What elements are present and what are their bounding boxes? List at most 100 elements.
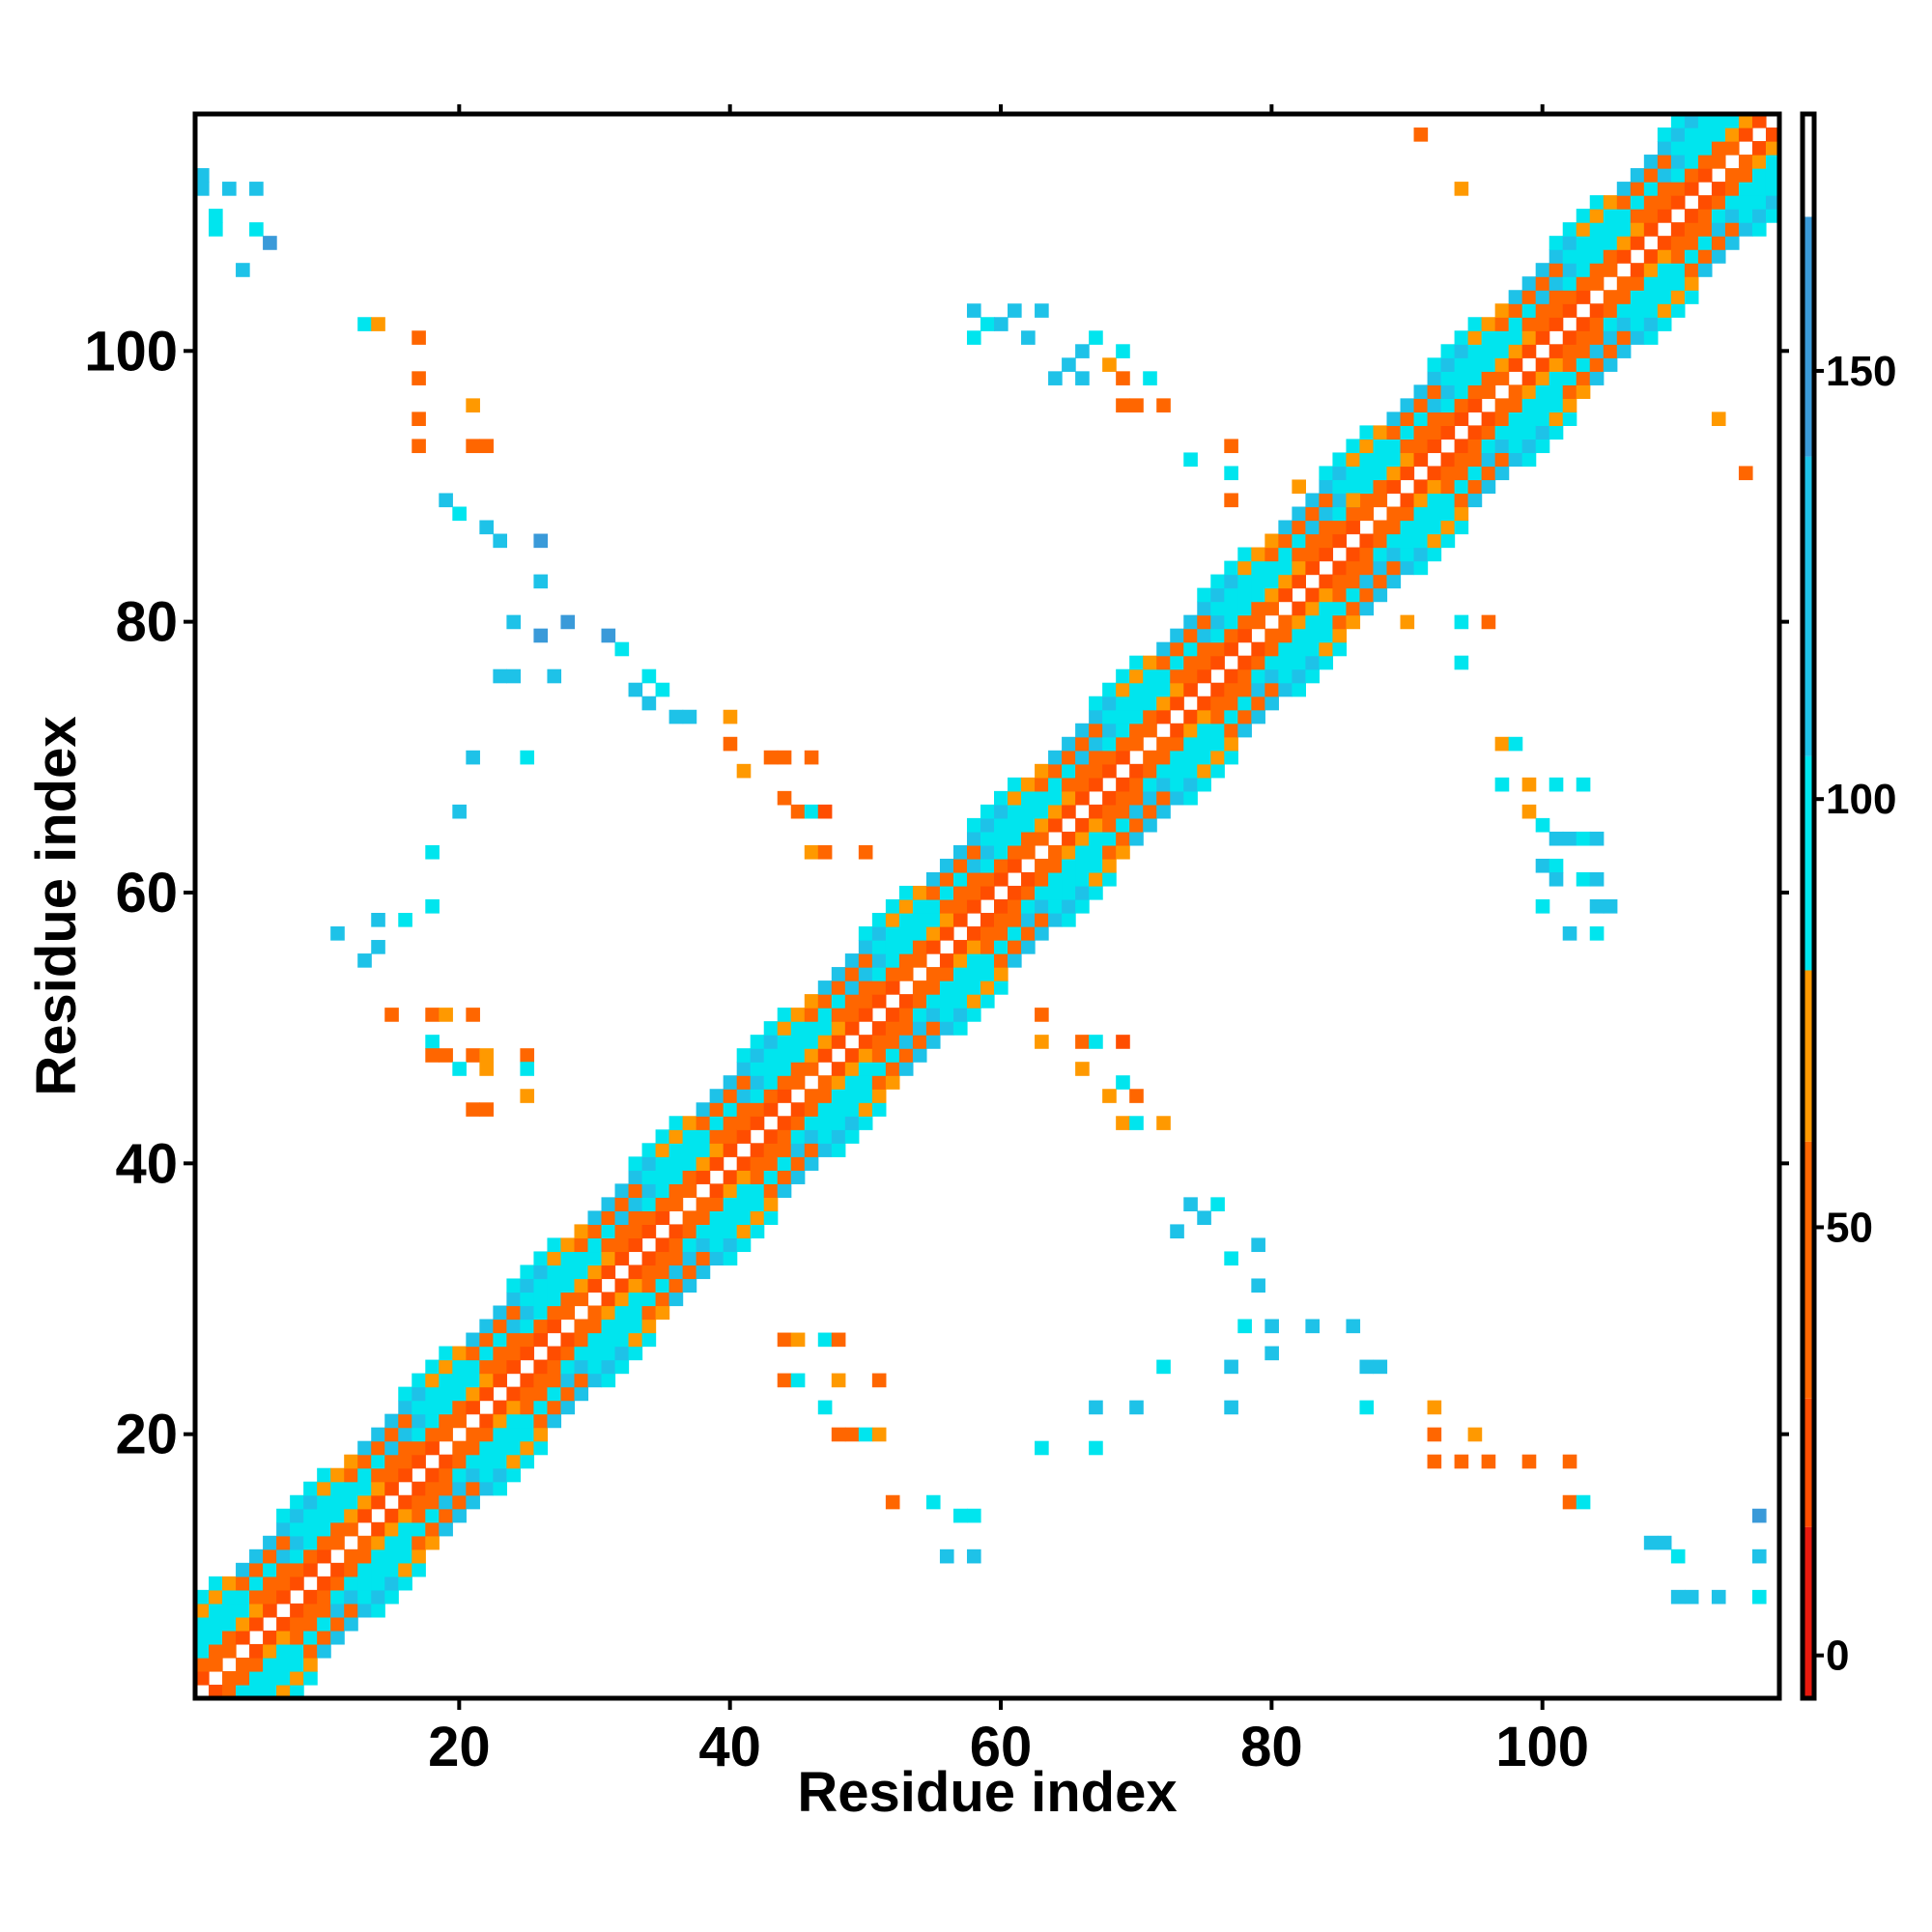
- heatmap-cell: [1724, 182, 1740, 196]
- heatmap-cell: [1697, 114, 1713, 128]
- heatmap-cell: [1603, 344, 1618, 358]
- heatmap-cell: [276, 1535, 291, 1550]
- heatmap-cell: [520, 1386, 535, 1402]
- heatmap-cell: [804, 994, 819, 1009]
- heatmap-cell: [1143, 709, 1157, 724]
- heatmap-cell: [1562, 303, 1577, 318]
- heatmap-cell: [1129, 831, 1144, 846]
- heatmap-cell: [1400, 533, 1415, 549]
- heatmap-cell: [1332, 614, 1348, 630]
- heatmap-cell: [412, 1494, 426, 1510]
- heatmap-cell: [1535, 357, 1550, 372]
- heatmap-cell: [1062, 913, 1076, 927]
- heatmap-cell: [614, 1359, 630, 1375]
- heatmap-cell: [412, 1386, 426, 1402]
- heatmap-cell: [479, 1102, 494, 1117]
- heatmap-cell: [1711, 128, 1726, 142]
- heatmap-cell: [1183, 790, 1198, 806]
- heatmap-cell: [1156, 1359, 1171, 1375]
- heatmap-cell: [1670, 141, 1686, 156]
- heatmap-cell: [1035, 885, 1049, 900]
- heatmap-cell: [723, 1170, 738, 1184]
- heatmap-cell: [1305, 655, 1321, 670]
- heatmap-cell: [1116, 696, 1130, 711]
- heatmap-cell: [696, 1116, 711, 1130]
- heatmap-cell: [1494, 330, 1510, 345]
- heatmap-cell: [1129, 668, 1144, 684]
- heatmap-cell: [628, 1292, 643, 1307]
- heatmap-cell: [1657, 155, 1672, 169]
- heatmap-cell: [452, 1481, 467, 1496]
- heatmap-cell: [1332, 587, 1348, 603]
- heatmap-cell: [1116, 1116, 1130, 1130]
- heatmap-cell: [1224, 614, 1238, 630]
- heatmap-cell: [1589, 303, 1605, 318]
- heatmap-cell: [1346, 439, 1361, 454]
- heatmap-cell: [1413, 533, 1429, 549]
- heatmap-cell: [317, 1589, 331, 1605]
- heatmap-cell: [1751, 182, 1767, 196]
- heatmap-cell: [317, 1548, 331, 1564]
- heatmap-cell: [195, 1616, 210, 1632]
- heatmap-cell: [236, 1630, 250, 1645]
- heatmap-cell: [817, 1143, 833, 1157]
- heatmap-cell: [506, 1278, 522, 1293]
- heatmap-cell: [980, 858, 995, 873]
- heatmap-cell: [1197, 1210, 1211, 1226]
- heatmap-cell: [1616, 222, 1632, 237]
- heatmap-cell: [1305, 493, 1321, 508]
- heatmap-cell: [1427, 533, 1442, 549]
- heatmap-cell: [831, 1075, 846, 1090]
- heatmap-cell: [1454, 371, 1469, 385]
- heatmap-cell: [1089, 885, 1103, 900]
- heatmap-cell: [1346, 614, 1361, 630]
- heatmap-cell: [1670, 155, 1686, 169]
- heatmap-cell: [1603, 303, 1618, 318]
- heatmap-cell: [668, 1237, 684, 1253]
- heatmap-cell: [804, 844, 819, 860]
- heatmap-cell: [1535, 330, 1550, 345]
- heatmap-cell: [966, 831, 981, 846]
- heatmap-cell: [1548, 344, 1564, 358]
- heatmap-cell: [736, 1170, 752, 1184]
- heatmap-cell: [1643, 276, 1659, 291]
- heatmap-cell: [1576, 777, 1591, 792]
- heatmap-cell: [1278, 560, 1293, 576]
- heatmap-cell: [1102, 804, 1117, 819]
- heatmap-cell: [1278, 614, 1293, 630]
- heatmap-cell: [966, 953, 981, 968]
- heatmap-cell: [587, 1264, 603, 1280]
- heatmap-cell: [1670, 263, 1686, 277]
- heatmap-cell: [1373, 574, 1388, 589]
- heatmap-cell: [439, 1400, 453, 1415]
- heatmap-cell: [1521, 777, 1537, 792]
- heatmap-cell: [1440, 452, 1456, 468]
- heatmap-cell: [236, 1562, 250, 1577]
- heatmap-cell: [1359, 1359, 1375, 1375]
- heatmap-cell: [479, 1359, 494, 1375]
- heatmap-cell: [858, 1427, 873, 1442]
- heatmap-cell: [1264, 1319, 1279, 1334]
- heatmap-cell: [398, 1454, 412, 1469]
- heatmap-cell: [1183, 655, 1198, 670]
- heatmap-cell: [587, 1278, 603, 1293]
- heatmap-cell: [1170, 790, 1184, 806]
- heatmap-cell: [1170, 736, 1184, 752]
- heatmap-cell: [439, 493, 453, 508]
- heatmap-cell: [209, 1603, 223, 1618]
- heatmap-cell: [276, 1508, 291, 1523]
- heatmap-cell: [1697, 155, 1713, 169]
- heatmap-cell: [1170, 682, 1184, 697]
- heatmap-cell: [276, 1657, 291, 1672]
- heatmap-cell: [1467, 384, 1483, 399]
- heatmap-cell: [709, 1251, 724, 1266]
- heatmap-cell: [384, 1413, 399, 1429]
- heatmap-cell: [1576, 357, 1591, 372]
- heatmap-cell: [912, 1035, 927, 1049]
- heatmap-cell: [790, 1129, 806, 1144]
- colorbar-tick-label: 150: [1826, 348, 1896, 395]
- heatmap-cell: [1548, 317, 1564, 331]
- heatmap-cell: [1724, 128, 1740, 142]
- heatmap-cell: [479, 1413, 494, 1429]
- heatmap-cell: [925, 967, 941, 981]
